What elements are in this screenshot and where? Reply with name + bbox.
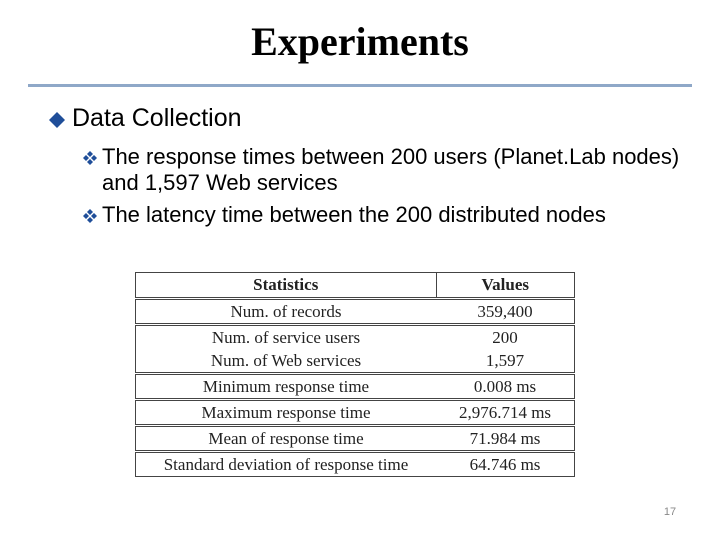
slide-title: Experiments [251,19,469,64]
cell: Mean of response time [135,424,436,452]
bullet-text: Data Collection [72,104,242,132]
cell: Minimum response time [135,372,436,400]
cell: Maximum response time [135,398,436,426]
bullet-icon [49,112,65,128]
page-number: 17 [663,506,677,518]
table-row: Num. of records 359,400 [135,297,575,325]
bullet-icon [83,209,97,223]
cell: Num. of records [135,297,436,325]
bullet-icon [83,151,97,165]
statistics-table: Statistics Values Num. of records 359,400… [135,272,575,477]
cell: 359,400 [436,297,575,325]
cell: Standard deviation of response time [135,450,436,477]
table-row: Num. of service users 200 [135,323,575,349]
cell: 1,597 [436,349,575,374]
header-cell: Statistics [135,272,437,299]
cell: Num. of service users [135,323,436,349]
table-row: Standard deviation of response time 64.74… [135,450,575,477]
header-cell: Values [435,272,575,299]
sub-bullet-text: The latency time between the 200 distrib… [102,202,606,227]
table-row: Num. of Web services 1,597 [135,349,575,374]
sub-bullet: The latency time between the 200 distrib… [80,202,690,228]
cell: 0.008 ms [436,372,575,400]
cell: 200 [436,323,575,349]
table-row: Mean of response time 71.984 ms [135,424,575,452]
sub-bullet-text: The response times between 200 users (Pl… [102,144,680,195]
title-rule [28,84,692,87]
table-row: Maximum response time 2,976.714 ms [135,398,575,426]
cell: Num. of Web services [135,349,436,374]
table-header: Statistics Values [135,272,575,299]
table-row: Minimum response time 0.008 ms [135,372,575,400]
cell: 2,976.714 ms [436,398,575,426]
sub-bullet: The response times between 200 users (Pl… [80,144,690,196]
cell: 71.984 ms [436,424,575,452]
cell: 64.746 ms [436,450,575,477]
